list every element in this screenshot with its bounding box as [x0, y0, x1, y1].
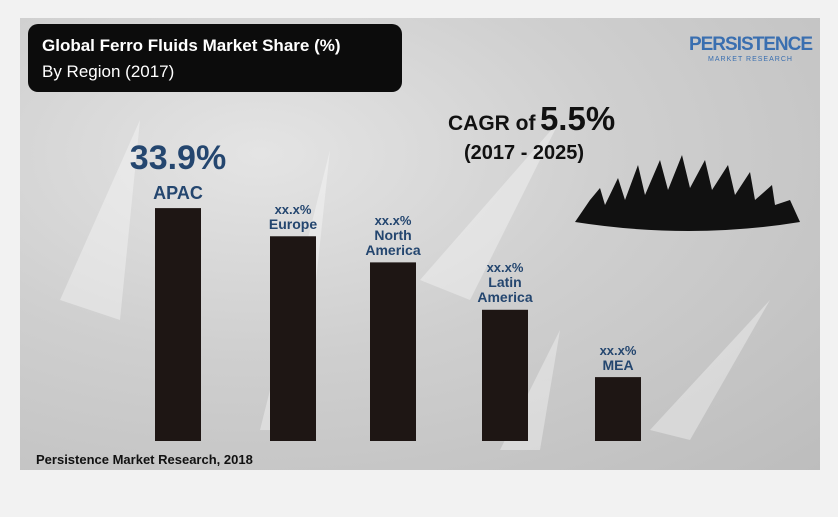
cagr-period: (2017 - 2025): [464, 142, 585, 164]
cagr-label: CAGR of: [448, 112, 536, 135]
background-panel: [20, 18, 820, 470]
chart-title: Global Ferro Fluids Market Share (%): [42, 36, 341, 55]
chart-subtitle: By Region (2017): [42, 62, 175, 81]
category-label: Latin America: [477, 274, 533, 306]
cagr-value: 5.5%: [539, 100, 616, 137]
bar-label: xx.x% Latin America: [450, 260, 560, 306]
value-label: xx.x%: [374, 212, 412, 228]
bar: [270, 236, 316, 441]
bar: [595, 377, 641, 441]
bar-label: 33.9% APAC: [123, 139, 233, 204]
category-label: MEA: [602, 356, 634, 373]
category-label: North America: [365, 226, 421, 258]
bar: [370, 262, 416, 441]
bar: [155, 208, 201, 441]
value-label: xx.x%: [486, 260, 524, 276]
value-label: 33.9%: [129, 139, 227, 178]
title-box: Global Ferro Fluids Market Share (%) By …: [28, 24, 402, 92]
logo-tagline: MARKET RESEARCH: [708, 56, 793, 63]
ferrofluid: [575, 155, 800, 231]
bar: [482, 309, 528, 441]
source: Persistence Market Research, 2018: [36, 452, 253, 467]
value-label: xx.x%: [274, 201, 312, 217]
category-label: Europe: [268, 215, 318, 232]
value-label: xx.x%: [599, 342, 637, 358]
bar-label: xx.x% Europe: [238, 202, 348, 232]
logo: PERSISTENCE MARKET RESEARCH: [688, 34, 813, 63]
logo-name: PERSISTENCE: [688, 34, 813, 55]
bar-label: xx.x% MEA: [563, 343, 673, 373]
bar-label: xx.x% North America: [338, 213, 448, 259]
cagr: CAGR of 5.5%: [448, 100, 615, 138]
category-label: APAC: [153, 183, 203, 204]
